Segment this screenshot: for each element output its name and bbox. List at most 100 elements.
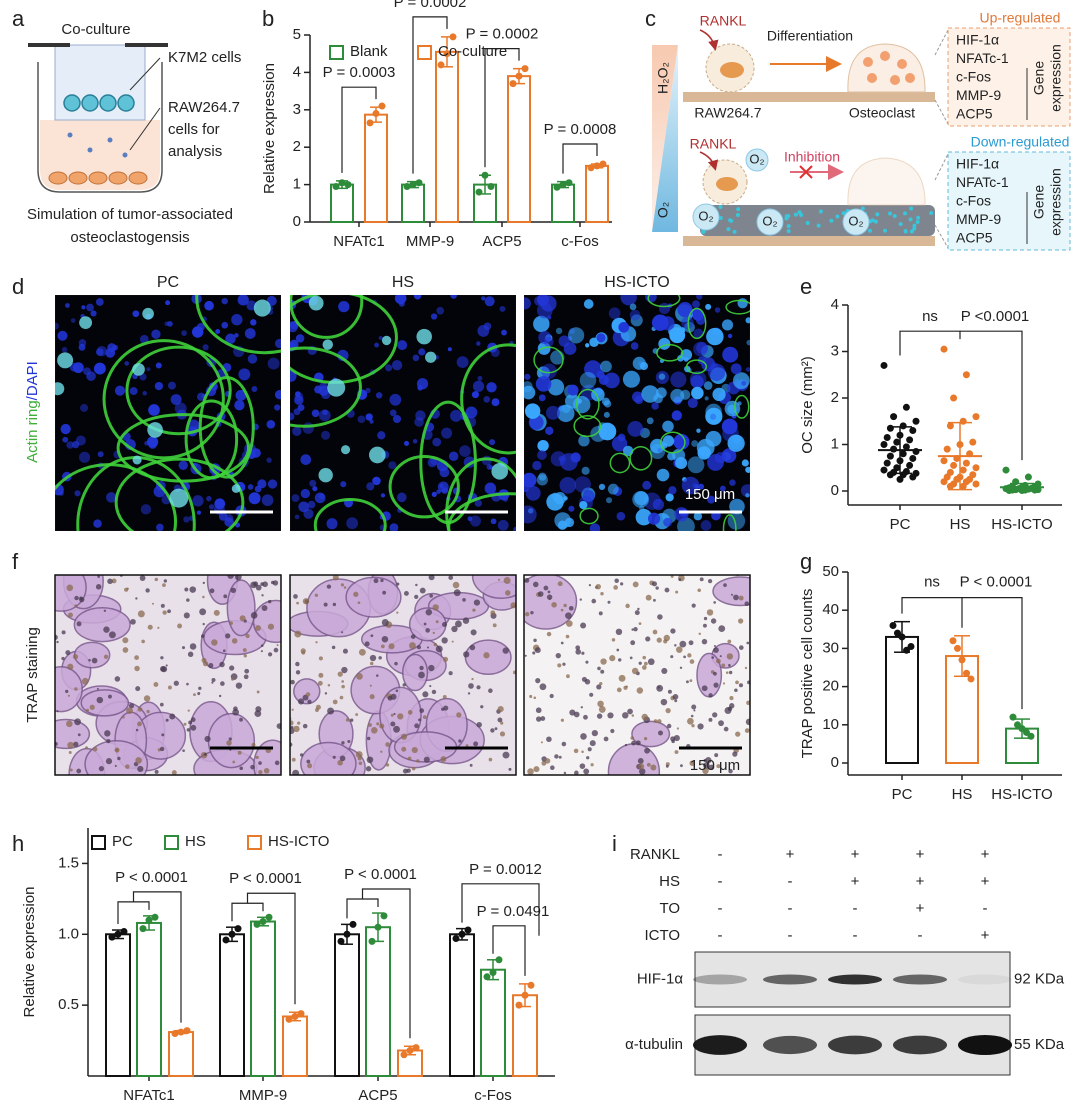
scaffold-dot <box>786 224 791 229</box>
nucleus-dot <box>191 326 204 338</box>
actin-ring <box>647 295 681 308</box>
debris <box>339 755 346 762</box>
debris <box>56 640 59 644</box>
bar <box>585 164 609 223</box>
debris <box>74 718 81 726</box>
debris <box>369 684 372 687</box>
debris <box>470 629 477 636</box>
debris <box>534 647 541 654</box>
osteoclast <box>55 575 87 612</box>
debris <box>713 647 719 653</box>
annotation: P <0.0001 <box>961 308 1030 325</box>
debris <box>297 721 301 725</box>
point <box>495 956 503 964</box>
process: Inhibition <box>784 149 840 165</box>
nucleus-dot <box>322 409 328 416</box>
panel-label: a <box>12 6 25 31</box>
nucleus-dot <box>70 318 76 323</box>
debris <box>469 644 476 651</box>
nucleus-dot <box>669 327 686 344</box>
nucleus-dot <box>727 333 733 339</box>
debris <box>599 681 603 686</box>
o2-gradient <box>652 45 678 232</box>
debris <box>226 740 232 746</box>
nucleus-dot <box>418 348 426 356</box>
nucleus-dot <box>389 409 397 417</box>
debris <box>560 641 564 645</box>
debris <box>691 603 696 608</box>
actin-ring <box>290 295 364 339</box>
debris <box>738 595 744 601</box>
point <box>338 179 346 187</box>
debris <box>707 579 713 584</box>
nucleus-dot <box>719 485 726 492</box>
y-axis-label: OC size (mm²) <box>799 356 816 454</box>
actin-ring <box>533 346 564 374</box>
debris <box>660 698 668 706</box>
debris <box>301 650 306 655</box>
nucleus-dot <box>705 303 712 310</box>
nucleus-dot <box>746 339 750 346</box>
scaffold-dot <box>912 226 917 231</box>
point <box>906 461 914 469</box>
point <box>906 436 914 444</box>
nucleus-dot <box>645 295 657 303</box>
debris <box>719 655 722 658</box>
debris <box>341 631 344 634</box>
point <box>880 441 888 448</box>
debris <box>672 693 679 700</box>
debris <box>699 577 704 582</box>
nucleus-dot <box>607 483 619 495</box>
point <box>120 927 128 935</box>
debris <box>183 722 187 726</box>
nucleus-dot <box>670 371 687 388</box>
debris <box>324 692 328 695</box>
nucleus <box>720 62 744 78</box>
nucleus-dot <box>670 388 685 403</box>
debris <box>157 626 160 629</box>
point <box>909 427 917 435</box>
caption: Simulation of tumor-associated <box>27 206 233 223</box>
scaffold-dot <box>902 211 907 216</box>
debris <box>726 653 734 660</box>
debris <box>134 665 140 672</box>
nucleus-dot <box>589 337 599 348</box>
debris <box>490 728 495 733</box>
nucleus-dot <box>218 512 228 521</box>
debris <box>276 644 279 647</box>
debris <box>105 758 113 765</box>
debris <box>497 717 503 723</box>
cross <box>799 165 813 179</box>
nucleus-dot <box>267 357 280 370</box>
point <box>909 454 917 462</box>
debris <box>111 578 117 584</box>
debris <box>230 587 237 594</box>
debris <box>718 720 724 727</box>
band <box>693 974 747 985</box>
debris <box>122 637 129 644</box>
actin-ring <box>313 498 387 531</box>
y-tick-label: 1.0 <box>58 925 79 942</box>
nucleus-dot <box>106 492 117 503</box>
debris <box>441 637 448 644</box>
cell-body <box>231 484 241 493</box>
debris <box>738 683 744 688</box>
nucleus-dot <box>456 356 469 369</box>
debris <box>555 652 561 659</box>
y-tick-label: 1.5 <box>58 854 79 871</box>
debris <box>674 750 679 754</box>
nucleus-dot <box>303 508 314 519</box>
debris <box>560 608 564 612</box>
nucleus-dot <box>712 387 726 402</box>
k7m2-cell <box>117 94 135 112</box>
nucleus-dot <box>533 315 550 333</box>
nucleus-dot <box>365 413 373 421</box>
y-axis-label: TRAP positive cell counts <box>799 589 816 759</box>
y-tick-label: 3 <box>293 101 301 118</box>
x-tick-label: c-Fos <box>561 233 599 250</box>
debris <box>670 628 676 634</box>
point <box>515 1001 523 1009</box>
debris <box>714 753 719 758</box>
nucleus-dot <box>537 450 547 460</box>
